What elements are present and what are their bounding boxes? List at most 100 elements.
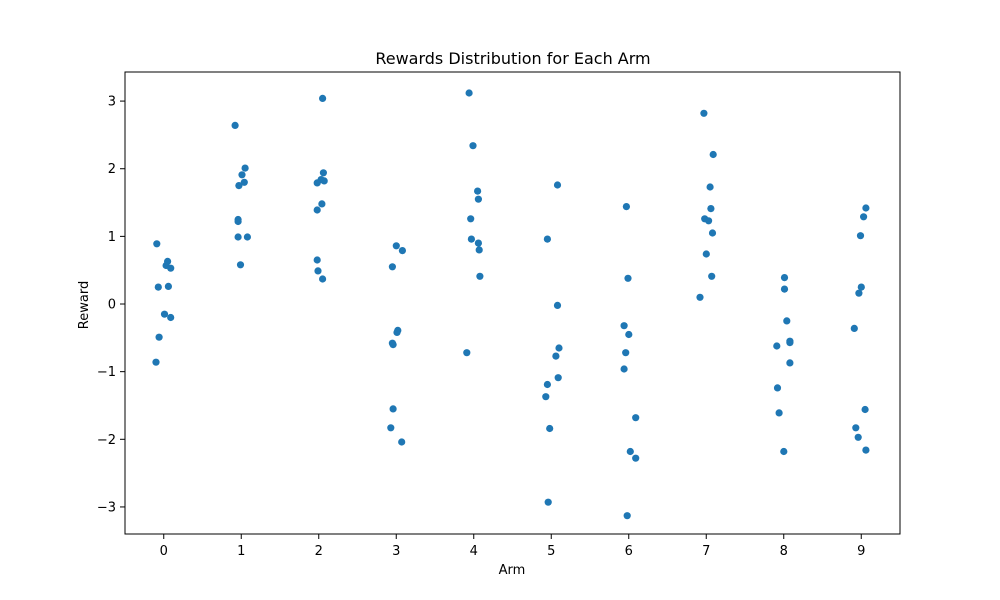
data-point bbox=[236, 261, 245, 269]
data-point bbox=[160, 310, 169, 318]
data-point bbox=[469, 142, 477, 150]
data-point bbox=[475, 246, 483, 254]
data-point bbox=[773, 384, 782, 392]
data-point bbox=[155, 333, 163, 341]
data-point bbox=[702, 250, 710, 258]
data-point bbox=[474, 187, 482, 195]
data-point bbox=[467, 215, 475, 223]
x-tick-label: 1 bbox=[237, 544, 245, 559]
x-tick-label: 2 bbox=[315, 544, 323, 559]
data-point bbox=[709, 150, 717, 159]
x-tick-label: 9 bbox=[857, 544, 865, 559]
data-point bbox=[783, 317, 791, 325]
data-point bbox=[243, 233, 251, 241]
data-point bbox=[476, 272, 484, 280]
data-point bbox=[861, 405, 869, 414]
data-point bbox=[231, 121, 239, 129]
x-tick-label: 6 bbox=[625, 544, 633, 559]
data-point bbox=[626, 447, 634, 456]
data-point bbox=[623, 512, 631, 520]
data-point bbox=[632, 414, 640, 422]
x-axis-label: Arm bbox=[499, 563, 526, 578]
data-point bbox=[313, 206, 321, 214]
data-point bbox=[780, 274, 789, 282]
data-point bbox=[705, 217, 713, 225]
data-point bbox=[552, 352, 560, 360]
data-point bbox=[467, 235, 475, 243]
chart-title: Rewards Distribution for Each Arm bbox=[375, 49, 650, 68]
data-point bbox=[620, 322, 628, 330]
data-point bbox=[241, 164, 249, 172]
data-point bbox=[465, 89, 473, 97]
data-point bbox=[313, 256, 321, 264]
data-point bbox=[622, 349, 630, 357]
data-point bbox=[706, 183, 714, 191]
data-point bbox=[393, 328, 401, 336]
x-tick-label: 8 bbox=[780, 544, 788, 559]
data-point bbox=[388, 263, 396, 271]
y-tick-label: −1 bbox=[97, 365, 116, 380]
data-point bbox=[234, 217, 242, 226]
data-point bbox=[850, 324, 858, 332]
data-point bbox=[862, 446, 870, 454]
data-point bbox=[620, 365, 628, 373]
data-point bbox=[553, 301, 562, 309]
data-point bbox=[398, 247, 406, 255]
data-point bbox=[708, 229, 717, 237]
data-point bbox=[786, 359, 794, 367]
data-point bbox=[625, 330, 633, 339]
data-point bbox=[860, 213, 868, 221]
data-point bbox=[775, 409, 783, 417]
data-point bbox=[154, 283, 162, 291]
data-point bbox=[780, 447, 788, 456]
data-point bbox=[543, 235, 552, 243]
data-point bbox=[389, 341, 397, 349]
data-point bbox=[542, 393, 550, 401]
data-point bbox=[318, 200, 326, 208]
data-point bbox=[463, 349, 471, 357]
data-point bbox=[696, 293, 704, 301]
data-point bbox=[852, 424, 860, 432]
plot-frame bbox=[124, 71, 901, 535]
y-tick-label: 2 bbox=[108, 162, 116, 177]
y-tick-label: 1 bbox=[108, 230, 116, 245]
axes-layer: 0 1 2 3 4 5 6 7 8 9 −3 −2 −1 0 1 2 3 bbox=[97, 71, 901, 559]
y-tick-label: −3 bbox=[97, 500, 116, 515]
x-tick-label: 7 bbox=[702, 544, 710, 559]
data-point bbox=[857, 283, 865, 291]
data-point bbox=[855, 289, 863, 297]
data-point bbox=[392, 242, 400, 250]
data-point bbox=[862, 204, 870, 212]
data-point bbox=[624, 274, 632, 282]
x-tick-label: 3 bbox=[392, 544, 400, 559]
data-point bbox=[240, 178, 248, 186]
data-point bbox=[786, 339, 794, 347]
data-point bbox=[773, 342, 781, 350]
y-tick-label: 3 bbox=[108, 95, 116, 110]
data-point bbox=[320, 177, 328, 185]
data-point bbox=[153, 240, 161, 248]
data-point bbox=[854, 433, 862, 441]
data-point bbox=[856, 232, 865, 240]
data-point bbox=[780, 285, 789, 293]
data-point bbox=[167, 264, 175, 272]
data-point bbox=[164, 282, 172, 290]
data-point bbox=[164, 257, 172, 265]
data-point bbox=[389, 405, 397, 413]
data-point bbox=[554, 374, 562, 382]
y-tick-label: 0 bbox=[108, 298, 116, 313]
data-point bbox=[387, 424, 395, 432]
x-tick-label: 0 bbox=[160, 544, 168, 559]
data-point bbox=[319, 169, 327, 177]
points-layer bbox=[152, 89, 870, 520]
data-point bbox=[543, 380, 552, 389]
data-point bbox=[708, 272, 716, 280]
data-point bbox=[546, 424, 554, 433]
y-axis-label: Reward bbox=[77, 281, 92, 329]
data-point bbox=[152, 358, 160, 366]
data-point bbox=[707, 205, 715, 213]
data-point bbox=[544, 498, 552, 506]
data-point bbox=[319, 275, 327, 283]
